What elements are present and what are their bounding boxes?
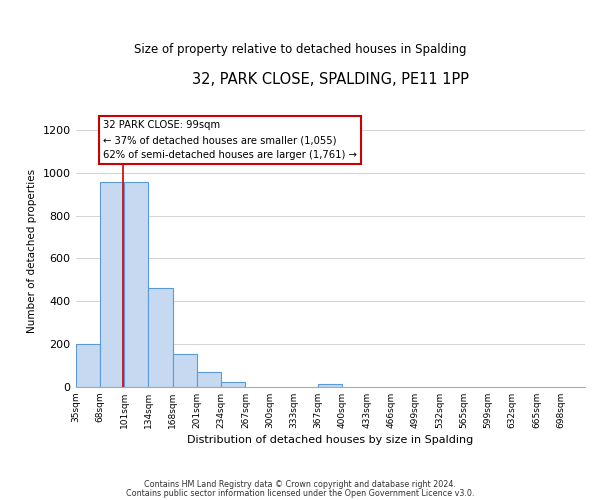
Text: 32 PARK CLOSE: 99sqm
← 37% of detached houses are smaller (1,055)
62% of semi-de: 32 PARK CLOSE: 99sqm ← 37% of detached h…: [103, 120, 358, 160]
Bar: [124, 182, 148, 387]
Title: 32, PARK CLOSE, SPALDING, PE11 1PP: 32, PARK CLOSE, SPALDING, PE11 1PP: [192, 72, 469, 88]
Bar: [76, 344, 100, 387]
Bar: [197, 372, 221, 387]
X-axis label: Distribution of detached houses by size in Spalding: Distribution of detached houses by size …: [187, 435, 473, 445]
Text: Contains HM Land Registry data © Crown copyright and database right 2024.: Contains HM Land Registry data © Crown c…: [144, 480, 456, 489]
Text: Contains public sector information licensed under the Open Government Licence v3: Contains public sector information licen…: [126, 488, 474, 498]
Bar: [148, 288, 173, 387]
Y-axis label: Number of detached properties: Number of detached properties: [27, 169, 37, 333]
Bar: [221, 382, 245, 387]
Text: Size of property relative to detached houses in Spalding: Size of property relative to detached ho…: [134, 42, 466, 56]
Bar: [173, 354, 197, 387]
Bar: [100, 182, 124, 387]
Bar: [318, 384, 343, 387]
